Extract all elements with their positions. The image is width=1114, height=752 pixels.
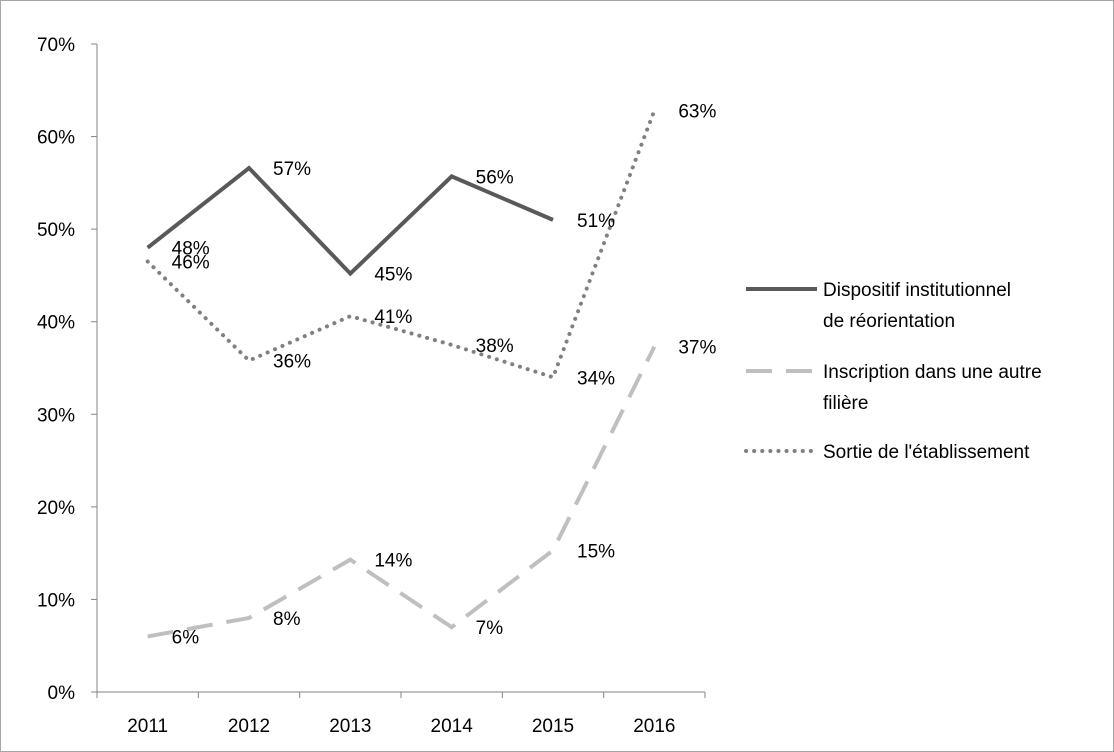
y-tick-label: 20% <box>37 498 75 519</box>
legend: Dispositif institutionnel de réorientatio… <box>744 280 1042 463</box>
data-label-series-1: 57% <box>273 159 311 180</box>
data-label-series-3: 36% <box>273 352 311 373</box>
data-label-series-3: 63% <box>678 102 716 123</box>
x-tick-label: 2013 <box>329 716 371 737</box>
x-tick-label: 2011 <box>127 716 168 737</box>
legend-entry-1: de réorientation <box>823 311 955 332</box>
data-label-series-3: 46% <box>172 253 210 274</box>
series-line-2 <box>147 345 657 639</box>
data-labels: 48% 57% 45% 56% 51% 6% 8% 14% 7% 15% 37% 46% 36% 41% 3… <box>172 102 717 649</box>
y-tick-label: 40% <box>37 313 75 334</box>
data-label-series-3: 41% <box>374 307 412 328</box>
series-layer <box>145 108 657 639</box>
legend-entry-2: filière <box>823 393 868 414</box>
legend-entry-1: Dispositif institutionnel <box>823 280 1011 301</box>
data-label-series-2: 14% <box>374 551 412 572</box>
y-tick-label: 30% <box>37 405 75 426</box>
x-tick-label: 2014 <box>431 716 474 737</box>
data-label-series-2: 37% <box>678 338 716 359</box>
y-tick-label: 10% <box>37 590 75 611</box>
legend-entry-2: Inscription dans une autre <box>823 362 1042 383</box>
data-label-series-1: 45% <box>374 265 412 286</box>
data-label-series-1: 48% <box>172 239 210 260</box>
data-label-series-3: 34% <box>577 368 615 389</box>
x-tick-label: 2015 <box>532 716 574 737</box>
y-tick-label: 60% <box>37 128 75 149</box>
y-tick-label: 50% <box>37 220 75 241</box>
data-label-series-1: 56% <box>476 167 514 188</box>
y-tick-label: 70% <box>37 35 75 56</box>
y-tick-label: 0% <box>48 683 76 704</box>
data-label-series-2: 15% <box>577 541 615 562</box>
legend-entry-3: Sortie de l'établissement <box>823 442 1030 463</box>
data-label-series-1: 51% <box>577 211 615 232</box>
series-line-1 <box>146 165 554 277</box>
series-line-3 <box>145 108 657 380</box>
data-label-series-2: 7% <box>476 618 504 639</box>
data-label-series-3: 38% <box>476 336 514 357</box>
x-tick-label: 2016 <box>633 716 675 737</box>
data-label-series-2: 8% <box>273 609 301 630</box>
data-label-series-2: 6% <box>172 627 200 648</box>
x-tick-label: 2012 <box>228 716 270 737</box>
axes: 0% 10% 20% 30% 40% 50% 60% 70% 2011 2012 2013 2014 2… <box>37 35 706 737</box>
